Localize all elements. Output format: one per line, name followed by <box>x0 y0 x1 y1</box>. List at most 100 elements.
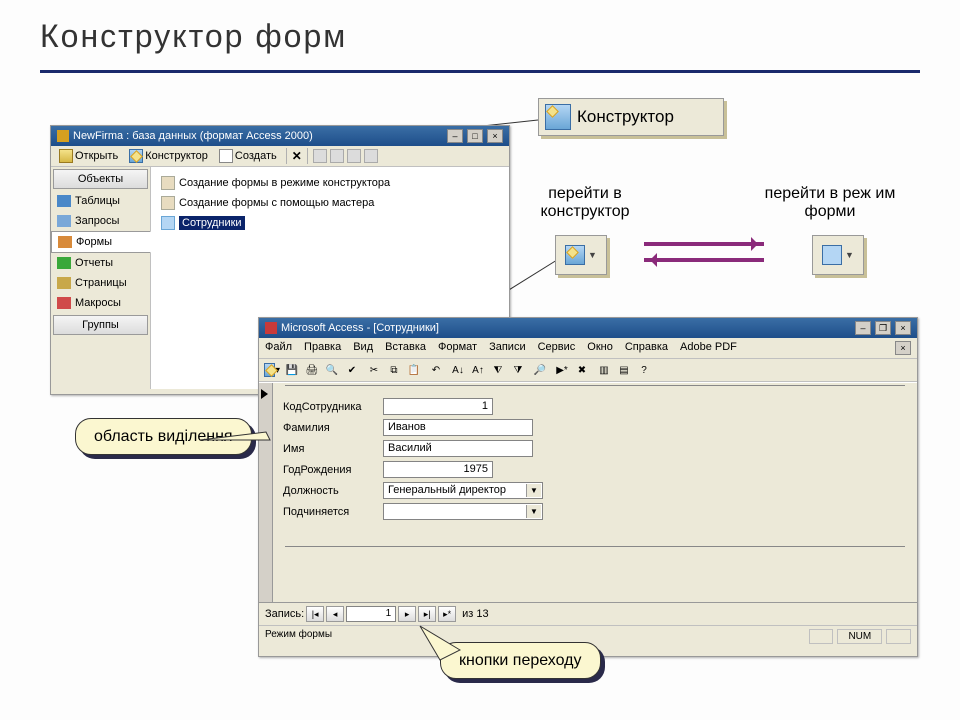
field-input[interactable]: 1 <box>383 398 493 415</box>
preview-button[interactable]: 🔍 <box>323 361 341 379</box>
list-item[interactable]: Создание формы с помощью мастера <box>157 193 503 213</box>
new-record-button[interactable]: ▶* <box>553 361 571 379</box>
close-button[interactable]: × <box>487 129 503 143</box>
sidebar-footer-groups[interactable]: Группы <box>53 315 148 335</box>
nav-last-button[interactable]: ▸| <box>418 606 436 622</box>
save-button[interactable]: 💾 <box>283 361 301 379</box>
menu-view[interactable]: Вид <box>353 341 373 355</box>
cut-button[interactable]: ✂ <box>365 361 383 379</box>
filter-form-button[interactable]: ⧩ <box>509 361 527 379</box>
list-item-selected[interactable]: Сотрудники <box>157 213 503 233</box>
field-label: Фамилия <box>283 422 383 434</box>
filter-button[interactable]: ⧨ <box>489 361 507 379</box>
label-to-designer: перейти в конструктор <box>520 185 650 222</box>
menu-format[interactable]: Формат <box>438 341 477 355</box>
wizard-icon <box>161 196 175 210</box>
label-to-formview: перейти в реж им форми <box>760 185 900 222</box>
constructor-button[interactable]: Конструктор <box>538 98 724 136</box>
maximize-button[interactable]: □ <box>467 129 483 143</box>
copy-button[interactable]: ⧉ <box>385 361 403 379</box>
spell-button[interactable]: ✔ <box>343 361 361 379</box>
sidebar-label: Макросы <box>75 297 121 309</box>
menu-tools[interactable]: Сервис <box>538 341 576 355</box>
sidebar-header-objects[interactable]: Объекты <box>53 169 148 189</box>
form-body: КодСотрудника1 ФамилияИванов ИмяВасилий … <box>259 382 917 602</box>
status-cell <box>886 629 911 644</box>
view-list-icon[interactable] <box>347 149 361 163</box>
close-button[interactable]: × <box>895 321 911 335</box>
find-button[interactable]: 🔎 <box>531 361 549 379</box>
new-object-button[interactable]: ▤ <box>615 361 633 379</box>
sort-desc-button[interactable]: A↑ <box>469 361 487 379</box>
nav-current-input[interactable]: 1 <box>346 606 396 622</box>
current-record-marker-icon <box>261 389 273 399</box>
ruler-triangle-icon <box>545 104 571 130</box>
form-toolbar: ▾ 💾 🖨 🔍 ✔ ✂ ⧉ 📋 ↶ A↓ A↑ ⧨ ⧩ 🔎 ▶* ✖ ▥ ▤ ? <box>259 359 917 382</box>
sidebar-item-reports[interactable]: Отчеты <box>51 253 150 273</box>
mdi-close-button[interactable]: × <box>895 341 911 355</box>
menu-edit[interactable]: Правка <box>304 341 341 355</box>
delete-icon[interactable]: ✕ <box>292 149 302 163</box>
field-row: Подчиняется <box>283 503 907 520</box>
field-label: Должность <box>283 485 383 497</box>
wizard-icon <box>161 176 175 190</box>
delete-record-button[interactable]: ✖ <box>573 361 591 379</box>
field-input[interactable]: Василий <box>383 440 533 457</box>
sidebar-item-queries[interactable]: Запросы <box>51 211 150 231</box>
menu-adobepdf[interactable]: Adobe PDF <box>680 341 737 355</box>
undo-button[interactable]: ↶ <box>427 361 445 379</box>
app-icon <box>57 130 69 142</box>
field-combobox[interactable]: Генеральный директор <box>383 482 543 499</box>
list-item[interactable]: Создание формы в режиме конструктора <box>157 173 503 193</box>
menu-window[interactable]: Окно <box>587 341 613 355</box>
db-open-button[interactable]: Открыть <box>55 148 122 164</box>
menu-records[interactable]: Записи <box>489 341 526 355</box>
view-form-button[interactable]: ▼ <box>812 235 864 275</box>
form-menubar: Файл Правка Вид Вставка Формат Записи Се… <box>259 338 917 359</box>
view-designer-button[interactable]: ▼ <box>555 235 607 275</box>
sidebar-item-forms[interactable]: Формы <box>51 231 151 253</box>
menu-help[interactable]: Справка <box>625 341 668 355</box>
minimize-button[interactable]: – <box>447 129 463 143</box>
open-icon <box>59 149 73 163</box>
status-mode: Режим формы <box>265 629 332 644</box>
form-icon <box>161 216 175 230</box>
status-cell <box>809 629 834 644</box>
nav-prev-button[interactable]: ◂ <box>326 606 344 622</box>
sidebar-item-tables[interactable]: Таблицы <box>51 191 150 211</box>
field-input[interactable]: 1975 <box>383 461 493 478</box>
nav-first-button[interactable]: |◂ <box>306 606 324 622</box>
paste-button[interactable]: 📋 <box>405 361 423 379</box>
slide-title: Конструктор форм <box>40 18 347 55</box>
view-small-icon[interactable] <box>330 149 344 163</box>
callout-nav-buttons: кнопки переходу <box>440 642 601 679</box>
help-button[interactable]: ? <box>635 361 653 379</box>
table-icon <box>57 195 71 207</box>
nav-new-button[interactable]: ▸* <box>438 606 456 622</box>
db-design-button[interactable]: Конструктор <box>125 148 212 164</box>
db-create-label: Создать <box>235 150 277 162</box>
list-label: Создание формы с помощью мастера <box>179 197 374 209</box>
view-details-icon[interactable] <box>364 149 378 163</box>
db-create-button[interactable]: Создать <box>215 148 281 164</box>
menu-insert[interactable]: Вставка <box>385 341 426 355</box>
form-fields: КодСотрудника1 ФамилияИванов ИмяВасилий … <box>273 386 917 532</box>
view-dropdown[interactable]: ▾ <box>263 361 281 379</box>
menu-file[interactable]: Файл <box>265 341 292 355</box>
db-window-button[interactable]: ▥ <box>595 361 613 379</box>
print-button[interactable]: 🖨 <box>303 361 321 379</box>
field-label: Имя <box>283 443 383 455</box>
field-row: КодСотрудника1 <box>283 398 907 415</box>
field-label: КодСотрудника <box>283 401 383 413</box>
callout-selection-area: область виділення <box>75 418 252 455</box>
field-input[interactable]: Иванов <box>383 419 533 436</box>
sort-asc-button[interactable]: A↓ <box>449 361 467 379</box>
nav-next-button[interactable]: ▸ <box>398 606 416 622</box>
sidebar-item-macros[interactable]: Макросы <box>51 293 150 313</box>
minimize-button[interactable]: – <box>855 321 871 335</box>
view-large-icon[interactable] <box>313 149 327 163</box>
record-selector[interactable] <box>259 383 273 602</box>
field-combobox[interactable] <box>383 503 543 520</box>
restore-button[interactable]: ❐ <box>875 321 891 335</box>
sidebar-item-pages[interactable]: Страницы <box>51 273 150 293</box>
